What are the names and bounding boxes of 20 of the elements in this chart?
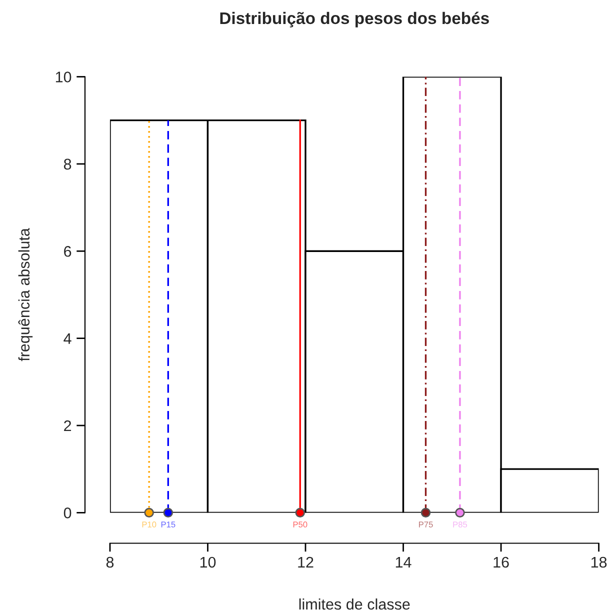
- y-tick-label: 4: [64, 333, 72, 344]
- y-tick-label: 2: [64, 420, 72, 432]
- x-tick-label: 16: [494, 556, 509, 568]
- series-label: P50: [293, 522, 308, 528]
- y-tick-label: 6: [64, 246, 72, 257]
- y-axis-title: frequência absoluta: [18, 228, 33, 362]
- series-label: P85: [453, 522, 468, 528]
- y-tick-label: 8: [64, 158, 72, 170]
- x-tick-label: 14: [396, 557, 412, 568]
- x-tick-label: 8: [106, 556, 114, 568]
- x-tick-label: 12: [298, 556, 314, 568]
- series-label: P15: [161, 522, 176, 528]
- y-tick-label: 10: [56, 72, 72, 82]
- x-tick-label: 10: [200, 556, 216, 568]
- x-axis-title: limites de classe: [299, 598, 410, 610]
- x-tick-label: 18: [591, 556, 607, 568]
- series-label: P75: [419, 522, 433, 528]
- chart-title: Distribuição dos pesos dos bebés: [220, 12, 489, 28]
- series-label: P10: [142, 522, 156, 528]
- y-tick-label: 0: [64, 508, 72, 518]
